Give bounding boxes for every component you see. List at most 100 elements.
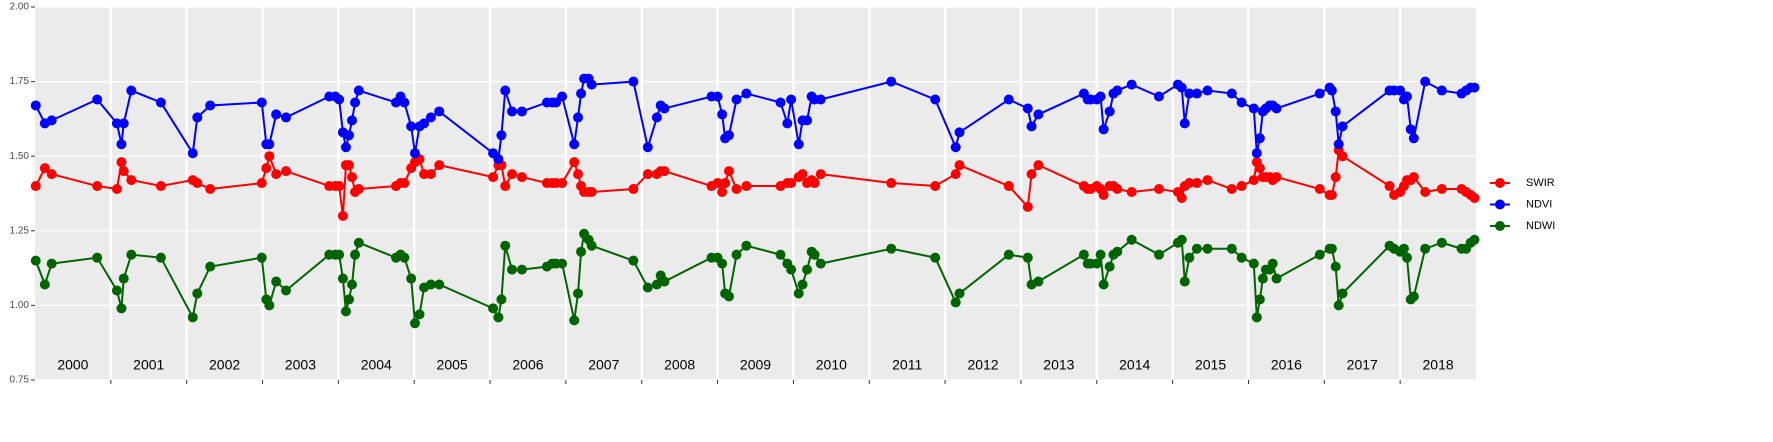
data-point [406, 273, 417, 284]
data-point [1202, 175, 1213, 186]
data-point [557, 258, 568, 269]
data-point [353, 237, 364, 248]
data-point [1248, 258, 1259, 269]
data-point [731, 184, 742, 195]
data-point [434, 160, 445, 171]
data-point [353, 85, 364, 96]
data-point [1314, 184, 1325, 195]
year-label: 2005 [437, 357, 468, 373]
data-point [1337, 288, 1348, 299]
data-point [793, 288, 804, 299]
data-point [406, 121, 417, 132]
data-point [1408, 291, 1419, 302]
data-point [717, 258, 728, 269]
data-point [1333, 300, 1344, 311]
data-point [573, 288, 584, 299]
data-point [1191, 178, 1202, 189]
data-point [1179, 118, 1190, 129]
data-point [1314, 249, 1325, 260]
data-point [1254, 163, 1265, 174]
data-point [1469, 234, 1480, 245]
year-label: 2018 [1423, 357, 1454, 373]
data-point [1271, 103, 1282, 114]
data-point [712, 91, 723, 102]
data-point [1236, 181, 1247, 192]
data-point [1236, 97, 1247, 108]
year-label: 2009 [740, 357, 771, 373]
data-point [1420, 243, 1431, 254]
data-point [1326, 189, 1337, 200]
data-point [271, 276, 282, 287]
data-point [573, 169, 584, 180]
data-point [651, 279, 662, 290]
data-point [516, 106, 527, 117]
year-label: 2014 [1119, 357, 1150, 373]
data-point [557, 91, 568, 102]
data-point [347, 279, 358, 290]
data-point [1408, 133, 1419, 144]
data-point [731, 94, 742, 105]
data-point [92, 252, 103, 263]
data-point [1176, 234, 1187, 245]
data-point [1436, 184, 1447, 195]
data-point [954, 288, 965, 299]
data-point [1330, 172, 1341, 183]
data-point [775, 249, 786, 260]
data-point [399, 97, 410, 108]
data-point [712, 178, 723, 189]
data-point [1098, 124, 1109, 135]
data-point [192, 178, 203, 189]
year-label: 2015 [1195, 357, 1226, 373]
data-point [264, 151, 275, 162]
data-point [39, 279, 50, 290]
data-point [1179, 276, 1190, 287]
data-point [192, 112, 203, 123]
data-point [1104, 261, 1115, 272]
data-point [187, 312, 198, 323]
data-point [334, 94, 345, 105]
data-point [1022, 103, 1033, 114]
data-point [1191, 88, 1202, 99]
data-point [797, 279, 808, 290]
data-point [1191, 243, 1202, 254]
data-point [1330, 261, 1341, 272]
data-point [1026, 169, 1037, 180]
data-point [569, 157, 580, 168]
data-point [628, 184, 639, 195]
data-point [586, 79, 597, 90]
data-point [1436, 237, 1447, 248]
data-point [1254, 294, 1265, 305]
data-point [1153, 91, 1164, 102]
data-point [39, 163, 50, 174]
data-point [30, 100, 41, 111]
data-point [343, 130, 354, 141]
data-point [434, 279, 445, 290]
data-point [1271, 172, 1282, 183]
data-point [425, 169, 436, 180]
year-label: 2008 [664, 357, 695, 373]
plot-panel [35, 7, 1476, 380]
data-point [815, 169, 826, 180]
data-point [500, 85, 511, 96]
data-point [717, 109, 728, 120]
data-point [340, 306, 351, 317]
year-label: 2006 [512, 357, 543, 373]
data-point [809, 249, 820, 260]
data-point [786, 264, 797, 275]
data-point [334, 181, 345, 192]
year-label: 2016 [1271, 357, 1302, 373]
data-point [1469, 192, 1480, 203]
data-point [1384, 181, 1395, 192]
data-point [30, 255, 41, 266]
data-point [741, 181, 752, 192]
data-point [1184, 88, 1195, 99]
year-label: 2013 [1043, 357, 1074, 373]
data-point [1126, 234, 1137, 245]
data-point [1202, 243, 1213, 254]
y-tick-label: 1.00 [10, 300, 30, 311]
data-point [628, 255, 639, 266]
data-point [1226, 243, 1237, 254]
year-label: 2017 [1347, 357, 1378, 373]
data-point [1095, 91, 1106, 102]
data-point [1022, 252, 1033, 263]
